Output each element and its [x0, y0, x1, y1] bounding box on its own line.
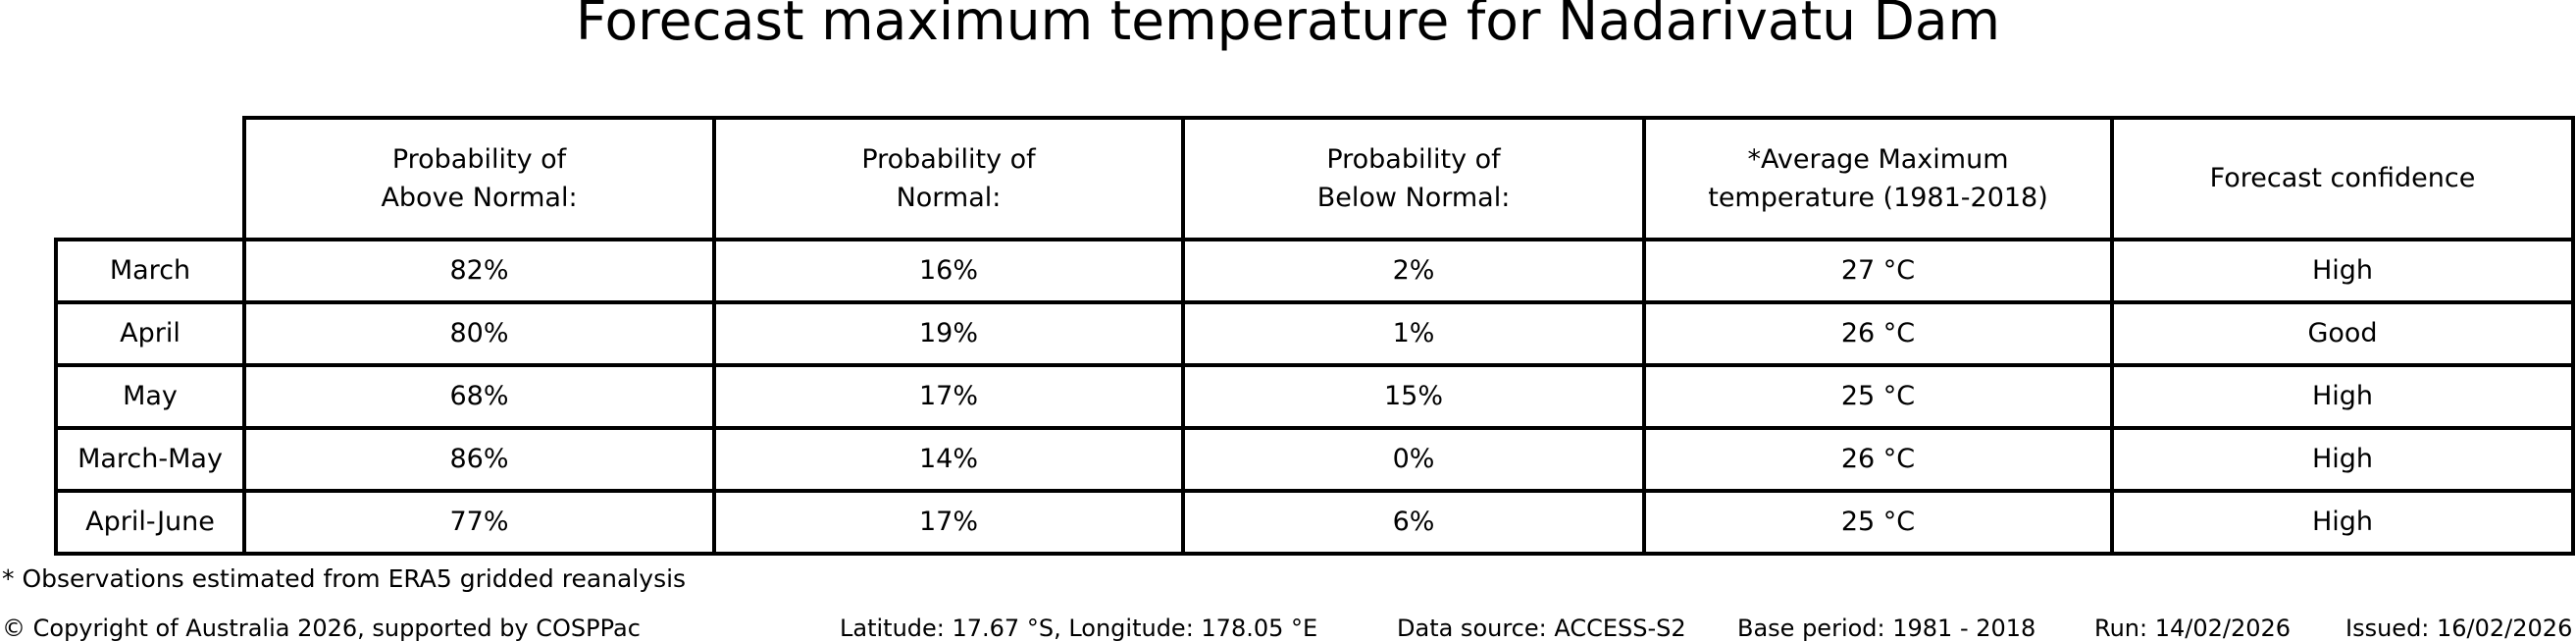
corner-cell: [56, 118, 246, 241]
page-title: Forecast maximum temperature for Nadariv…: [575, 0, 2001, 52]
cell-normal: 14%: [712, 426, 1185, 493]
table-header-row: Probability of Above Normal: Probability…: [56, 116, 2575, 241]
cell-above-normal: 82%: [242, 238, 716, 304]
table-row-april: April 80% 19% 1% 26 °C Good: [54, 300, 2575, 367]
cell-below-normal: 1%: [1181, 300, 1646, 367]
table-row-march: March 82% 16% 2% 27 °C High: [54, 238, 2575, 304]
cell-above-normal: 68%: [242, 363, 716, 430]
cell-normal: 16%: [712, 238, 1185, 304]
cell-avg-max-temperature: 26 °C: [1642, 426, 2114, 493]
copyright-text: © Copyright of Australia 2026, supported…: [2, 615, 641, 642]
cell-avg-max-temperature: 25 °C: [1642, 489, 2114, 556]
cell-normal: 19%: [712, 300, 1185, 367]
cell-forecast-confidence: High: [2110, 363, 2575, 430]
base-period-text: Base period: 1981 - 2018: [1737, 615, 2036, 642]
cell-forecast-confidence: High: [2110, 489, 2575, 556]
row-label: April-June: [54, 489, 246, 556]
cell-below-normal: 2%: [1181, 238, 1646, 304]
cell-forecast-confidence: High: [2110, 426, 2575, 493]
table-row-march-may: March-May 86% 14% 0% 26 °C High: [54, 426, 2575, 493]
row-label: April: [54, 300, 246, 367]
col-header-below-normal: Probability of Below Normal:: [1181, 116, 1646, 241]
issued-date-text: Issued: 16/02/2026: [2345, 615, 2573, 642]
cell-below-normal: 6%: [1181, 489, 1646, 556]
cell-forecast-confidence: Good: [2110, 300, 2575, 367]
cell-above-normal: 86%: [242, 426, 716, 493]
col-header-forecast-confidence: Forecast confidence: [2110, 116, 2575, 241]
cell-avg-max-temperature: 27 °C: [1642, 238, 2114, 304]
cell-above-normal: 77%: [242, 489, 716, 556]
cell-below-normal: 0%: [1181, 426, 1646, 493]
col-header-normal: Probability of Normal:: [712, 116, 1185, 241]
data-source-text: Data source: ACCESS-S2: [1397, 615, 1686, 642]
cell-forecast-confidence: High: [2110, 238, 2575, 304]
location-text: Latitude: 17.67 °S, Longitude: 178.05 °E: [840, 615, 1318, 642]
table-row-may: May 68% 17% 15% 25 °C High: [54, 363, 2575, 430]
row-label: March: [54, 238, 246, 304]
forecast-table: Probability of Above Normal: Probability…: [54, 116, 2575, 556]
cell-normal: 17%: [712, 363, 1185, 430]
run-date-text: Run: 14/02/2026: [2094, 615, 2292, 642]
cell-normal: 17%: [712, 489, 1185, 556]
row-label: May: [54, 363, 246, 430]
observations-footnote: * Observations estimated from ERA5 gridd…: [2, 564, 687, 593]
row-label: March-May: [54, 426, 246, 493]
footer: © Copyright of Australia 2026, supported…: [0, 615, 2576, 642]
cell-below-normal: 15%: [1181, 363, 1646, 430]
col-header-above-normal: Probability of Above Normal:: [242, 116, 716, 241]
cell-above-normal: 80%: [242, 300, 716, 367]
col-header-avg-max-temperature: *Average Maximum temperature (1981-2018): [1642, 116, 2114, 241]
cell-avg-max-temperature: 25 °C: [1642, 363, 2114, 430]
table-row-april-june: April-June 77% 17% 6% 25 °C High: [54, 489, 2575, 556]
cell-avg-max-temperature: 26 °C: [1642, 300, 2114, 367]
